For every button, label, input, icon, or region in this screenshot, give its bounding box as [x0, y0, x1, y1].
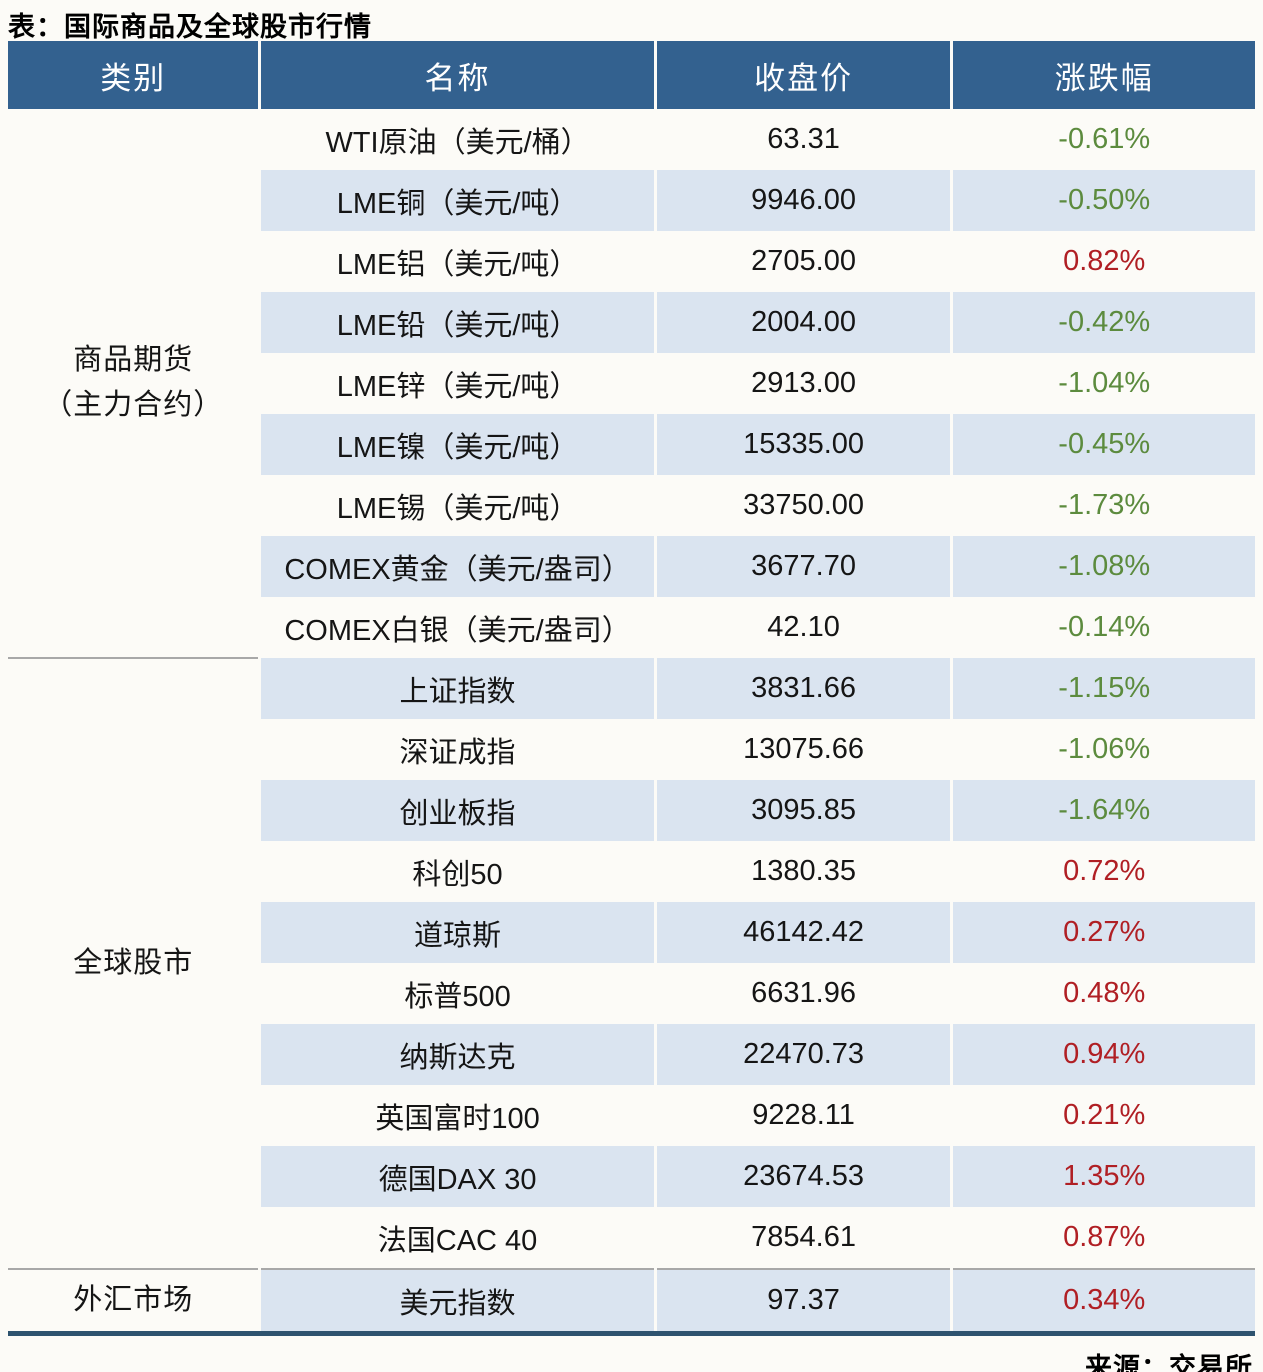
category-cell: 全球股市: [8, 657, 260, 1269]
change-cell: -0.61%: [950, 109, 1255, 170]
close-cell: 2004.00: [653, 292, 952, 353]
name-cell: 道琼斯: [258, 902, 656, 963]
close-cell: 13075.66: [653, 719, 952, 780]
change-cell: -0.42%: [950, 292, 1255, 353]
close-cell: 9946.00: [653, 170, 952, 231]
table-row: 德国DAX 30 23674.53 1.35%: [8, 1146, 1255, 1207]
change-cell: -1.08%: [950, 536, 1255, 597]
change-cell: -1.06%: [950, 719, 1255, 780]
name-cell: 上证指数: [258, 658, 656, 719]
table-row: LME锡（美元/吨） 33750.00 -1.73%: [8, 475, 1255, 536]
name-cell: 法国CAC 40: [258, 1207, 656, 1269]
table-row: 英国富时100 9228.11 0.21%: [8, 1085, 1255, 1146]
name-cell: 标普500: [258, 963, 656, 1024]
table-row: 全球股市 上证指数 3831.66 -1.15%: [8, 657, 1255, 1269]
close-cell: 97.37: [653, 1268, 952, 1331]
table-row: 外汇市场 美元指数 97.37 0.34%: [8, 1268, 1255, 1331]
close-cell: 1380.35: [653, 841, 952, 902]
name-cell: 美元指数: [258, 1268, 656, 1331]
table-row: 创业板指 3095.85 -1.64%: [8, 780, 1255, 841]
close-cell: 2913.00: [653, 353, 952, 414]
name-cell: 科创50: [258, 841, 656, 902]
name-cell: LME铝（美元/吨）: [258, 231, 656, 292]
name-cell: 德国DAX 30: [258, 1146, 656, 1207]
close-cell: 6631.96: [653, 963, 952, 1024]
table-header: 类别 名称 收盘价 涨跌幅: [8, 41, 1255, 109]
name-cell: 英国富时100: [258, 1085, 656, 1146]
name-cell: LME铜（美元/吨）: [258, 170, 656, 231]
column-header-close: 收盘价: [653, 41, 952, 109]
table-row: LME锌（美元/吨） 2913.00 -1.04%: [8, 353, 1255, 414]
change-cell: 0.48%: [950, 963, 1255, 1024]
table-row: LME铜（美元/吨） 9946.00 -0.50%: [8, 170, 1255, 231]
source-note: 来源：交易所: [1085, 1353, 1253, 1372]
name-cell: LME锡（美元/吨）: [258, 475, 656, 536]
close-cell: 46142.42: [653, 902, 952, 963]
category-cell: 外汇市场: [8, 1268, 260, 1331]
table-row: 道琼斯 46142.42 0.27%: [8, 902, 1255, 963]
change-cell: -0.45%: [950, 414, 1255, 475]
name-cell: 深证成指: [258, 719, 656, 780]
table-row: 法国CAC 40 7854.61 0.87%: [8, 1207, 1255, 1269]
table-bottom-border: [8, 1331, 1255, 1336]
name-cell: 创业板指: [258, 780, 656, 841]
close-cell: 3677.70: [653, 536, 952, 597]
header-row: 类别 名称 收盘价 涨跌幅: [8, 41, 1255, 109]
change-cell: 1.35%: [950, 1146, 1255, 1207]
table-row: 科创50 1380.35 0.72%: [8, 841, 1255, 902]
page-title: 表：国际商品及全球股市行情: [8, 12, 372, 42]
category-cell: 商品期货 （主力合约）: [43, 344, 224, 421]
table-row: 标普500 6631.96 0.48%: [8, 963, 1255, 1024]
change-cell: 0.72%: [950, 841, 1255, 902]
change-cell: -1.15%: [950, 658, 1255, 719]
change-cell: 0.87%: [950, 1207, 1255, 1269]
table-row: 纳斯达克 22470.73 0.94%: [8, 1024, 1255, 1085]
name-cell: COMEX白银（美元/盎司）: [258, 597, 656, 658]
column-header-name: 名称: [258, 41, 656, 109]
close-cell: 22470.73: [653, 1024, 952, 1085]
table-row: 商品期货 （主力合约） WTI原油（美元/桶） 63.31 -0.61%: [8, 109, 1255, 421]
name-cell: 纳斯达克: [258, 1024, 656, 1085]
table-body: 商品期货 （主力合约） WTI原油（美元/桶） 63.31 -0.61% LME铜（美元…: [8, 109, 1255, 1331]
table-row: COMEX白银（美元/盎司） 42.10 -0.14%: [8, 597, 1255, 658]
change-cell: 0.21%: [950, 1085, 1255, 1146]
change-cell: 0.27%: [950, 902, 1255, 963]
close-cell: 7854.61: [653, 1207, 952, 1269]
close-cell: 3095.85: [653, 780, 952, 841]
name-cell: LME锌（美元/吨）: [258, 353, 656, 414]
table-row: LME铅（美元/吨） 2004.00 -0.42%: [8, 292, 1255, 353]
table-row: LME镍（美元/吨） 15335.00 -0.45%: [8, 414, 1255, 475]
name-cell: LME镍（美元/吨）: [258, 414, 656, 475]
change-cell: -1.04%: [950, 353, 1255, 414]
close-cell: 42.10: [653, 597, 952, 658]
close-cell: 3831.66: [653, 658, 952, 719]
change-cell: 0.82%: [950, 231, 1255, 292]
name-cell: WTI原油（美元/桶）: [258, 109, 656, 170]
close-cell: 63.31: [653, 109, 952, 170]
close-cell: 9228.11: [653, 1085, 952, 1146]
change-cell: -0.50%: [950, 170, 1255, 231]
table-row: 深证成指 13075.66 -1.06%: [8, 719, 1255, 780]
table-row: COMEX黄金（美元/盎司） 3677.70 -1.08%: [8, 536, 1255, 597]
close-cell: 2705.00: [653, 231, 952, 292]
column-header-change: 涨跌幅: [950, 41, 1255, 109]
change-cell: -1.64%: [950, 780, 1255, 841]
close-cell: 15335.00: [653, 414, 952, 475]
table-row: LME铝（美元/吨） 2705.00 0.82%: [8, 231, 1255, 292]
change-cell: -0.14%: [950, 597, 1255, 658]
name-cell: COMEX黄金（美元/盎司）: [258, 536, 656, 597]
change-cell: 0.94%: [950, 1024, 1255, 1085]
close-cell: 23674.53: [653, 1146, 952, 1207]
column-header-category: 类别: [8, 41, 260, 109]
change-cell: -1.73%: [950, 475, 1255, 536]
close-cell: 33750.00: [653, 475, 952, 536]
name-cell: LME铅（美元/吨）: [258, 292, 656, 353]
change-cell: 0.34%: [950, 1268, 1255, 1331]
market-table: 类别 名称 收盘价 涨跌幅 商品期货 （主力合约） WTI原油（美元/桶） 63.3…: [8, 41, 1255, 1331]
